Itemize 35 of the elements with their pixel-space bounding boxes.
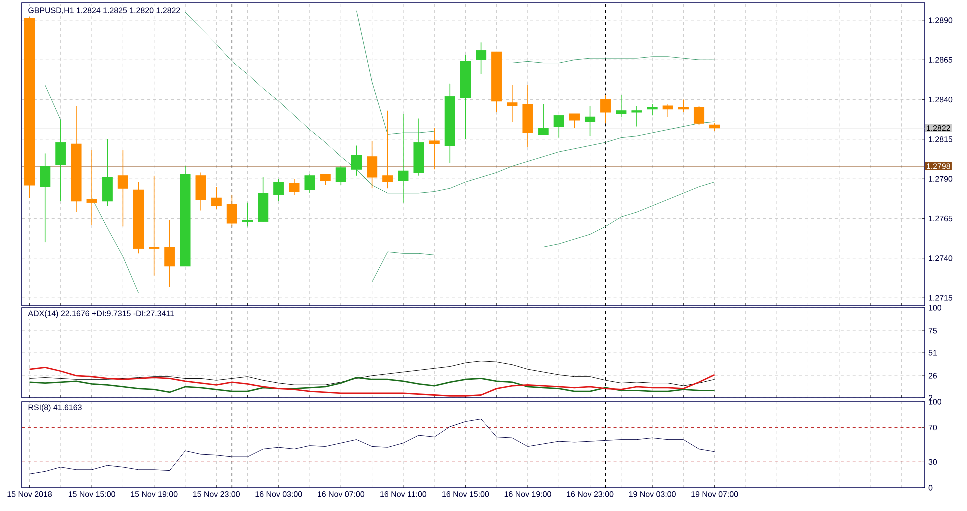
candlestick [320,174,331,186]
candlestick [211,186,222,210]
candlestick [538,104,549,136]
candlestick [600,94,612,124]
line-series [30,418,716,474]
candlestick [367,140,378,190]
candlestick [304,174,316,194]
candlestick [289,178,300,196]
candlestick [584,106,596,137]
candlestick [382,110,394,190]
candlestick [616,94,627,118]
candlestick [149,176,160,276]
candlestick [274,178,284,202]
candlestick [662,104,674,118]
candlestick [118,150,128,228]
candlestick [196,172,206,212]
candlestick [40,153,51,243]
candlestick [476,42,487,75]
candlestick [56,120,66,202]
candlestick [678,99,689,113]
candlestick [429,128,440,170]
candlestick [226,194,238,228]
candlestick [351,145,362,176]
candlestick [164,220,176,288]
candlestick [242,202,254,228]
candlestick [102,139,113,206]
candlestick [632,106,642,128]
candlestick [398,114,409,204]
candlestick [336,166,346,186]
candlestick [86,150,98,226]
candlestick [647,104,658,116]
candlestick [694,106,705,126]
candlestick [507,85,518,122]
candlestick [569,114,580,129]
candlestick [554,115,564,138]
